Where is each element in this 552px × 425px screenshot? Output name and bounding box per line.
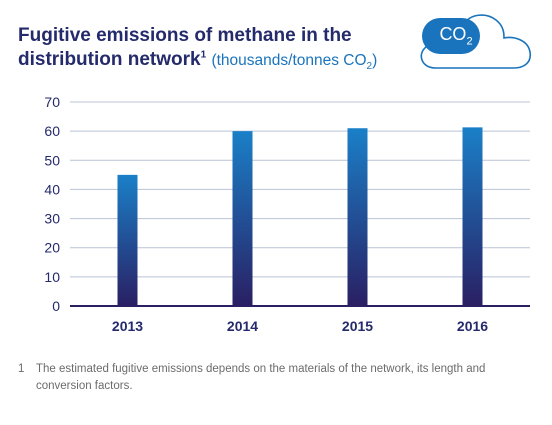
y-tick-label: 30 — [44, 211, 60, 227]
y-tick-label: 60 — [44, 123, 60, 139]
bars — [117, 127, 483, 307]
chart-title: Fugitive emissions of methane in the dis… — [18, 24, 418, 73]
footnote-text: The estimated fugitive emissions depends… — [36, 363, 486, 392]
cloud-label-main: CO — [439, 24, 467, 44]
y-tick-label: 50 — [44, 152, 60, 168]
title-unit: (thousands/tonnes CO2) — [211, 52, 378, 73]
y-tick-label: 70 — [44, 94, 60, 110]
bar-2013 — [117, 174, 138, 306]
x-tick-label: 2013 — [112, 318, 143, 334]
title-footnote-mark: 1 — [200, 49, 207, 61]
footnote-number: 1 — [18, 363, 25, 375]
bar-2015 — [347, 128, 368, 306]
title-unit-suffix: ) — [372, 52, 378, 69]
cloud-icon — [420, 14, 532, 69]
bar-chart: 0 10 20 30 40 50 60 70 2013 2014 2015 2016 — [44, 94, 530, 334]
y-tick-label: 20 — [44, 240, 60, 256]
title-unit-subscript: 2 — [366, 61, 373, 73]
cloud-outline — [420, 14, 532, 69]
title-main: Fugitive emissions of methane in the dis… — [18, 25, 352, 70]
grid-lines — [70, 101, 530, 307]
cloud-label: CO2 — [436, 24, 476, 48]
y-tick-label: 40 — [44, 181, 60, 197]
x-tick-labels: 2013 2014 2015 2016 — [112, 318, 488, 334]
cloud-badge — [422, 18, 480, 54]
y-tick-label: 0 — [52, 298, 60, 314]
x-tick-label: 2016 — [457, 318, 488, 334]
y-tick-labels: 0 10 20 30 40 50 60 70 — [44, 94, 60, 314]
x-tick-label: 2015 — [342, 318, 373, 334]
bar-2014 — [232, 131, 253, 306]
y-tick-label: 10 — [44, 269, 60, 285]
x-tick-label: 2014 — [227, 318, 258, 334]
title-unit-prefix: (thousands/tonnes CO — [211, 52, 367, 69]
bar-2016 — [462, 127, 483, 307]
cloud-label-subscript: 2 — [466, 35, 473, 48]
